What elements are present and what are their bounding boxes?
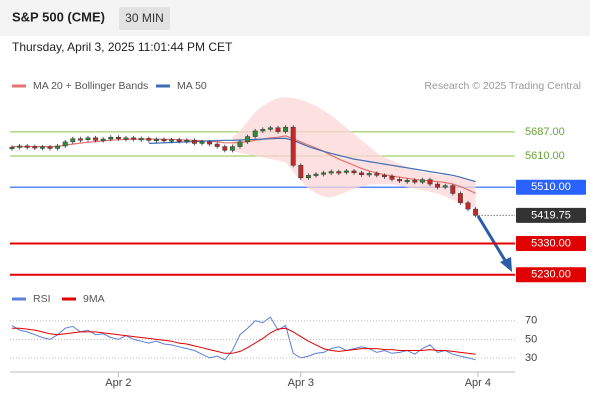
candle bbox=[131, 137, 137, 140]
candle bbox=[305, 175, 311, 179]
header-band bbox=[0, 0, 590, 36]
last-price-box bbox=[516, 207, 586, 223]
candle bbox=[245, 136, 251, 143]
candle bbox=[108, 136, 114, 140]
candle bbox=[328, 171, 334, 174]
candle bbox=[55, 145, 61, 149]
candle bbox=[275, 127, 281, 132]
last-price-label: 5419.75 bbox=[531, 209, 571, 221]
candle bbox=[290, 126, 296, 166]
candle bbox=[343, 170, 349, 173]
level-label: 5610.00 bbox=[525, 150, 565, 162]
candle bbox=[298, 165, 304, 179]
candle bbox=[9, 146, 15, 149]
candle bbox=[313, 173, 319, 176]
legend-label: MA 50 bbox=[177, 80, 207, 92]
candle bbox=[237, 141, 243, 147]
candle bbox=[283, 126, 289, 132]
candle bbox=[397, 179, 403, 182]
candle bbox=[359, 172, 365, 175]
candle bbox=[176, 139, 182, 142]
candle bbox=[138, 138, 144, 141]
level-box bbox=[516, 179, 586, 195]
candle bbox=[184, 140, 190, 143]
level-label: 5687.00 bbox=[525, 126, 565, 138]
indicator-line bbox=[11, 316, 476, 361]
candle bbox=[153, 139, 159, 142]
candle bbox=[419, 179, 425, 183]
candle bbox=[374, 173, 380, 176]
forecast-arrow bbox=[476, 215, 508, 263]
candle bbox=[47, 146, 53, 149]
candle bbox=[199, 141, 205, 144]
candle bbox=[260, 129, 266, 132]
candle bbox=[412, 180, 418, 183]
y-tick-label: 70 bbox=[525, 315, 537, 327]
legend-label: RSI bbox=[33, 293, 51, 305]
indicator-line bbox=[12, 327, 476, 355]
candle bbox=[450, 185, 456, 194]
legend-label: 9MA bbox=[83, 293, 105, 305]
level-box bbox=[516, 267, 586, 283]
candle bbox=[115, 136, 121, 139]
candle bbox=[146, 138, 152, 141]
y-tick-label: 50 bbox=[525, 333, 537, 345]
candle bbox=[17, 145, 23, 148]
candle bbox=[252, 130, 258, 137]
candle bbox=[404, 180, 410, 183]
candle bbox=[123, 137, 129, 140]
x-tick-label: Apr 2 bbox=[105, 377, 131, 389]
timeframe-badge bbox=[119, 7, 170, 30]
candle bbox=[457, 193, 463, 204]
candle bbox=[336, 171, 342, 174]
candle bbox=[389, 176, 395, 180]
candle bbox=[161, 139, 167, 142]
level-label: 5230.00 bbox=[531, 269, 571, 281]
candle bbox=[229, 146, 235, 151]
candle bbox=[473, 208, 479, 216]
candle bbox=[321, 172, 327, 175]
candle bbox=[267, 127, 273, 130]
candle bbox=[191, 140, 197, 144]
candle bbox=[381, 175, 387, 178]
datetime: Thursday, April 3, 2025 11:01:44 PM CET bbox=[12, 40, 233, 54]
level-label: 5330.00 bbox=[531, 237, 571, 249]
y-tick-label: 30 bbox=[525, 352, 537, 364]
level-label: 5510.00 bbox=[531, 181, 571, 193]
credit: Research © 2025 Trading Central bbox=[424, 80, 581, 92]
candle bbox=[442, 185, 448, 188]
candle bbox=[70, 138, 76, 143]
title: S&P 500 (CME) bbox=[12, 9, 105, 24]
candle bbox=[207, 141, 213, 145]
candle bbox=[100, 138, 106, 141]
x-tick-label: Apr 3 bbox=[288, 377, 314, 389]
timeframe: 30 MIN bbox=[125, 11, 164, 25]
candle bbox=[169, 139, 175, 142]
x-tick-label: Apr 4 bbox=[465, 377, 491, 389]
ma-line bbox=[148, 137, 476, 183]
candle bbox=[366, 173, 372, 176]
candle bbox=[85, 137, 91, 140]
candle bbox=[32, 146, 38, 149]
candle bbox=[214, 143, 220, 147]
forecast-arrowhead bbox=[500, 257, 512, 272]
ma-line bbox=[12, 135, 476, 194]
candle bbox=[351, 170, 357, 174]
candle bbox=[427, 179, 433, 185]
candle bbox=[62, 141, 68, 147]
candle bbox=[222, 146, 228, 151]
candle bbox=[24, 145, 30, 148]
candle bbox=[435, 183, 441, 188]
bollinger-band bbox=[232, 97, 476, 210]
candle bbox=[465, 202, 471, 210]
candle bbox=[39, 146, 45, 149]
legend-label: MA 20 + Bollinger Bands bbox=[33, 80, 148, 92]
candle bbox=[77, 138, 83, 141]
level-box bbox=[516, 235, 586, 251]
candle bbox=[93, 137, 99, 141]
